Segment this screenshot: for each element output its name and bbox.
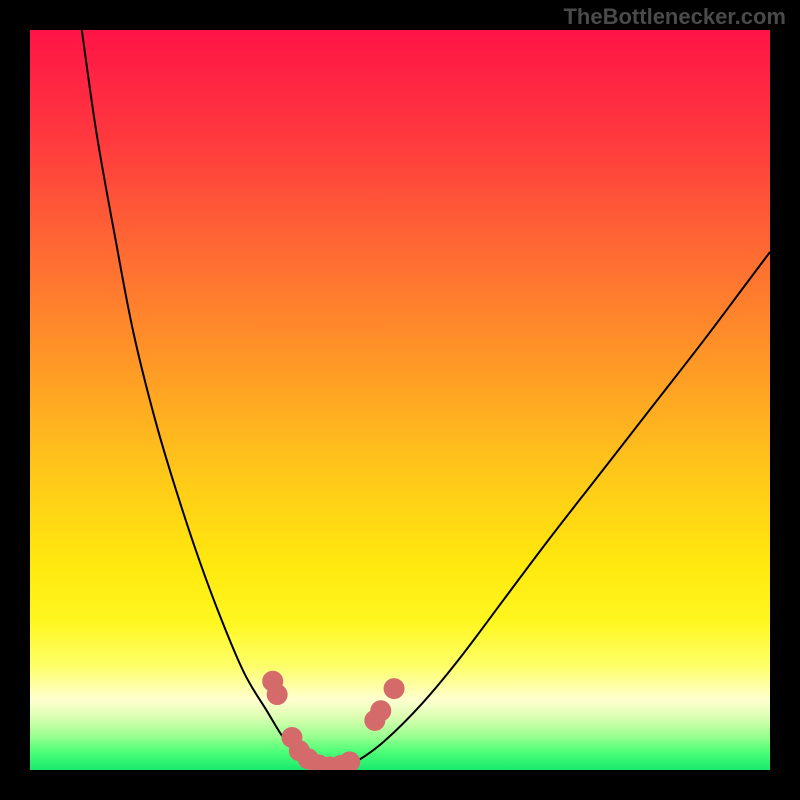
bottleneck-curve — [30, 30, 770, 770]
data-marker — [263, 671, 283, 691]
data-marker — [384, 679, 404, 699]
data-marker — [365, 710, 385, 730]
data-marker — [282, 727, 302, 747]
chart-container: TheBottlenecker.com — [0, 0, 800, 800]
plot-area — [30, 30, 770, 770]
valley-curve-path — [82, 30, 770, 768]
data-marker — [331, 756, 351, 770]
data-marker — [267, 685, 287, 705]
data-marker — [289, 741, 309, 761]
data-marker — [340, 752, 360, 770]
data-marker — [298, 749, 318, 769]
data-marker — [371, 701, 391, 721]
data-marker — [309, 755, 329, 770]
watermark-text: TheBottlenecker.com — [563, 4, 786, 30]
marker-layer — [30, 30, 770, 770]
data-marker — [320, 757, 340, 770]
